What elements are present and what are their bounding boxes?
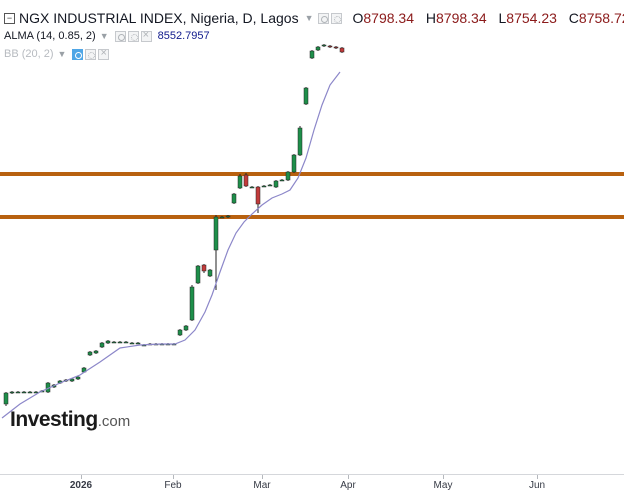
bb-indicator-row: BB (20, 2) ▼ xyxy=(4,47,111,60)
candle-up xyxy=(75,376,81,380)
eye-icon[interactable] xyxy=(114,30,126,42)
candle-up xyxy=(111,341,117,344)
price-chart[interactable] xyxy=(0,0,624,474)
candle-down xyxy=(327,45,333,48)
high-value: 8798.34 xyxy=(436,10,487,26)
candle-down xyxy=(339,47,345,53)
axis-tick-label: Apr xyxy=(340,480,356,491)
candle-up xyxy=(207,269,213,277)
chart-title: NGX INDUSTRIAL INDEX, Nigeria, D, Lagos xyxy=(19,10,299,26)
close-icon[interactable] xyxy=(140,29,152,42)
candle-up xyxy=(237,175,243,189)
alma-value: 8552.7957 xyxy=(157,30,210,42)
candle-up xyxy=(297,127,303,156)
candle-up xyxy=(129,342,135,345)
support-line xyxy=(0,215,624,219)
candle-up xyxy=(105,340,111,344)
gear-icon[interactable] xyxy=(85,48,97,60)
axis-tick-label: Mar xyxy=(253,480,271,491)
ohlc-readout: O8798.34 H8798.34 L8754.23 C8758.72 xyxy=(352,10,624,26)
candle-up xyxy=(135,342,141,345)
candle-up xyxy=(273,180,279,188)
close-label: C xyxy=(568,10,579,26)
candle-up xyxy=(249,186,255,189)
low-label: L xyxy=(498,10,507,26)
axis-tickmark xyxy=(81,475,82,479)
high-label: H xyxy=(425,10,436,26)
logo-text: Investing xyxy=(10,408,98,431)
axis-tickmark xyxy=(537,475,538,479)
candle-up xyxy=(117,341,123,344)
candle-up xyxy=(27,391,33,394)
candle-up xyxy=(321,44,327,47)
candle-up xyxy=(21,391,27,394)
axis-tick-label: Feb xyxy=(164,480,182,491)
candle-up xyxy=(231,193,237,204)
candle-up xyxy=(183,325,189,331)
candle-up xyxy=(315,46,321,51)
candle-up xyxy=(279,179,285,182)
candle-down xyxy=(333,46,339,49)
alma-indicator-row: ALMA (14, 0.85, 2) ▼ 8552.7957 xyxy=(4,29,210,43)
candle-up xyxy=(285,171,291,181)
axis-tick-label: Jun xyxy=(528,480,546,491)
chevron-down-icon[interactable]: ▼ xyxy=(304,13,314,23)
chart-header: − NGX INDUSTRIAL INDEX, Nigeria, D, Lago… xyxy=(4,7,624,29)
alma-line xyxy=(1,71,341,419)
gear-icon[interactable] xyxy=(331,12,343,24)
candle-up xyxy=(69,378,75,382)
candle-up xyxy=(291,154,297,173)
axis-tickmark xyxy=(443,475,444,479)
candle-up xyxy=(87,351,93,356)
candle-up xyxy=(189,286,195,321)
candle-up xyxy=(219,216,225,219)
candle-down xyxy=(243,174,249,187)
eye-icon[interactable] xyxy=(318,12,330,24)
candle-up xyxy=(177,329,183,336)
candle-up xyxy=(195,265,201,284)
candle-up xyxy=(123,341,129,344)
logo-suffix: .com xyxy=(97,413,131,430)
candle-down xyxy=(255,186,261,205)
investing-logo: Investing.com xyxy=(10,408,130,432)
candle-up xyxy=(93,350,99,354)
candle-up xyxy=(303,87,309,105)
time-axis[interactable]: 2026 Feb Mar Apr May Jun xyxy=(0,474,624,493)
candle-up xyxy=(3,392,9,405)
collapse-icon[interactable]: − xyxy=(4,12,15,24)
chevron-down-icon[interactable]: ▼ xyxy=(57,49,67,59)
bb-label[interactable]: BB (20, 2) xyxy=(4,48,54,60)
candle-up xyxy=(15,391,21,394)
axis-tickmark xyxy=(173,475,174,479)
alma-label[interactable]: ALMA (14, 0.85, 2) xyxy=(4,30,96,42)
close-value: 8758.72 xyxy=(578,10,624,26)
candle-up xyxy=(261,185,267,188)
low-value: 8754.23 xyxy=(506,10,557,26)
open-label: O xyxy=(352,10,364,26)
candle-up xyxy=(9,391,15,394)
candle-up xyxy=(213,216,219,251)
candle-up xyxy=(33,391,39,394)
axis-tickmark xyxy=(262,475,263,479)
candle-down xyxy=(201,264,207,272)
gear-icon[interactable] xyxy=(127,30,139,42)
chevron-down-icon[interactable]: ▼ xyxy=(99,31,109,41)
open-value: 8798.34 xyxy=(363,10,414,26)
candle-up xyxy=(267,184,273,187)
axis-tick-label: May xyxy=(433,480,453,491)
axis-tickmark xyxy=(348,475,349,479)
close-icon[interactable] xyxy=(98,47,110,60)
candle-up xyxy=(309,50,315,59)
axis-tick-label: 2026 xyxy=(69,480,93,491)
candle-up xyxy=(99,342,105,348)
resistance-line xyxy=(0,172,624,176)
candle-up xyxy=(225,215,231,218)
eye-icon[interactable] xyxy=(72,48,84,60)
